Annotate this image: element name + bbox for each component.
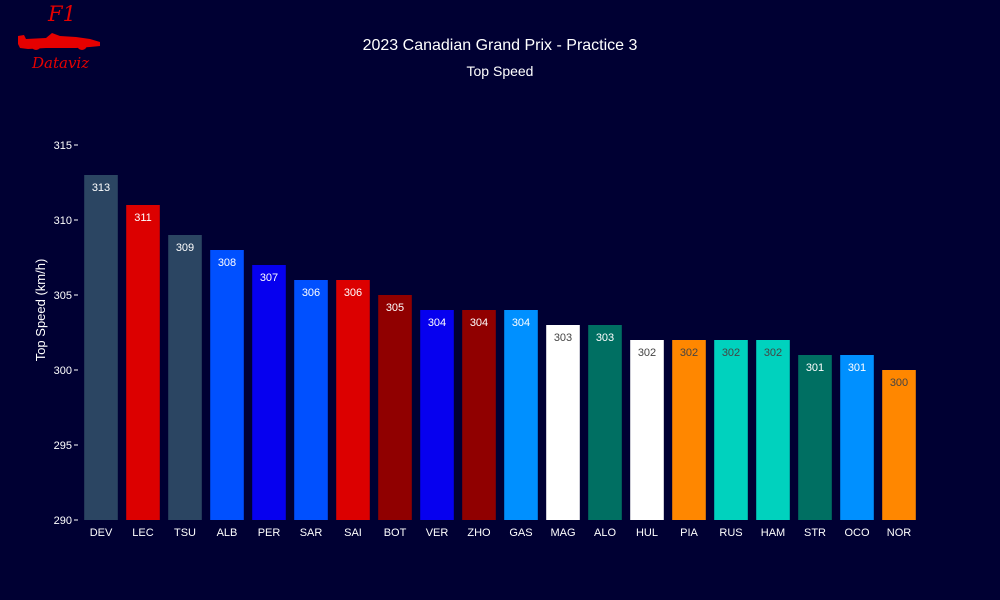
bar-hul	[630, 340, 664, 520]
bar-value-label: 306	[302, 287, 320, 299]
bar-rus	[714, 340, 748, 520]
bar-str	[798, 355, 832, 520]
bar-value-label: 307	[260, 272, 278, 284]
x-tick-label: MAG	[550, 527, 575, 539]
y-tick-label: 295	[54, 440, 72, 452]
y-tick-label: 315	[54, 140, 72, 152]
bar-value-label: 304	[470, 317, 488, 329]
y-tick-label: 300	[54, 365, 72, 377]
x-tick-label: RUS	[719, 527, 742, 539]
x-tick-label: NOR	[887, 527, 912, 539]
x-tick-label: DEV	[90, 527, 113, 539]
x-tick-label: TSU	[174, 527, 196, 539]
bar-gas	[504, 310, 538, 520]
bar-value-label: 300	[890, 377, 908, 389]
bars	[84, 175, 916, 520]
bar-alo	[588, 325, 622, 520]
x-tick-label: GAS	[509, 527, 532, 539]
x-tick-label: ALO	[594, 527, 616, 539]
x-tick-label: HUL	[636, 527, 658, 539]
bar-tsu	[168, 235, 202, 520]
bar-value-label: 313	[92, 182, 110, 194]
bar-pia	[672, 340, 706, 520]
y-axis-label: Top Speed (km/h)	[33, 259, 48, 362]
bar-nor	[882, 370, 916, 520]
bar-value-label: 304	[428, 317, 446, 329]
logo-bottom-text: Dataviz	[32, 54, 90, 72]
bar-value-label: 301	[806, 362, 824, 374]
bar-oco	[840, 355, 874, 520]
x-tick-label: OCO	[844, 527, 870, 539]
bar-ver	[420, 310, 454, 520]
bar-value-label: 303	[596, 332, 614, 344]
bar-value-label: 306	[344, 287, 362, 299]
x-tick-label: LEC	[132, 527, 153, 539]
bar-alb	[210, 250, 244, 520]
bar-value-label: 311	[134, 212, 152, 224]
f1-dataviz-logo: F1 Dataviz	[14, 2, 106, 74]
bar-ham	[756, 340, 790, 520]
y-tick-label: 305	[54, 290, 72, 302]
bar-sar	[294, 280, 328, 520]
bar-value-label: 301	[848, 362, 866, 374]
bar-bot	[378, 295, 412, 520]
bar-value-label: 305	[386, 302, 404, 314]
bar-value-label: 302	[764, 347, 782, 359]
chart-subtitle: Top Speed	[467, 63, 534, 79]
bar-value-labels: 313 311 309 308 307 306 306 305 304 304 304 303 303 3…	[92, 182, 908, 389]
x-tick-label: SAI	[344, 527, 362, 539]
bar-zho	[462, 310, 496, 520]
x-tick-label: BOT	[384, 527, 407, 539]
bar-value-label: 303	[554, 332, 572, 344]
bar-value-label: 302	[680, 347, 698, 359]
bar-dev	[84, 175, 118, 520]
x-tick-label: HAM	[761, 527, 785, 539]
x-tick-label: ALB	[217, 527, 238, 539]
y-tick-label: 310	[54, 215, 72, 227]
race-car-icon	[18, 33, 100, 50]
x-tick-label: PER	[258, 527, 281, 539]
x-tick-label: ZHO	[467, 527, 491, 539]
x-tick-label: VER	[426, 527, 449, 539]
logo-top-text: F1	[48, 2, 76, 26]
bar-value-label: 308	[218, 257, 236, 269]
x-tick-label: STR	[804, 527, 826, 539]
bar-lec	[126, 205, 160, 520]
bar-sai	[336, 280, 370, 520]
bar-value-label: 302	[722, 347, 740, 359]
x-tick-label: SAR	[300, 527, 323, 539]
x-tick-label: PIA	[680, 527, 698, 539]
y-axis: 290 295 300 305 310 315	[54, 140, 78, 527]
bar-value-label: 309	[176, 242, 194, 254]
bar-per	[252, 265, 286, 520]
bar-mag	[546, 325, 580, 520]
y-tick-label: 290	[54, 515, 72, 527]
bar-value-label: 302	[638, 347, 656, 359]
chart-title: 2023 Canadian Grand Prix - Practice 3	[363, 37, 638, 54]
x-axis: DEV LEC TSU ALB PER SAR SAI BOT VER ZHO GAS MAG ALO H…	[90, 527, 912, 539]
bar-value-label: 304	[512, 317, 530, 329]
